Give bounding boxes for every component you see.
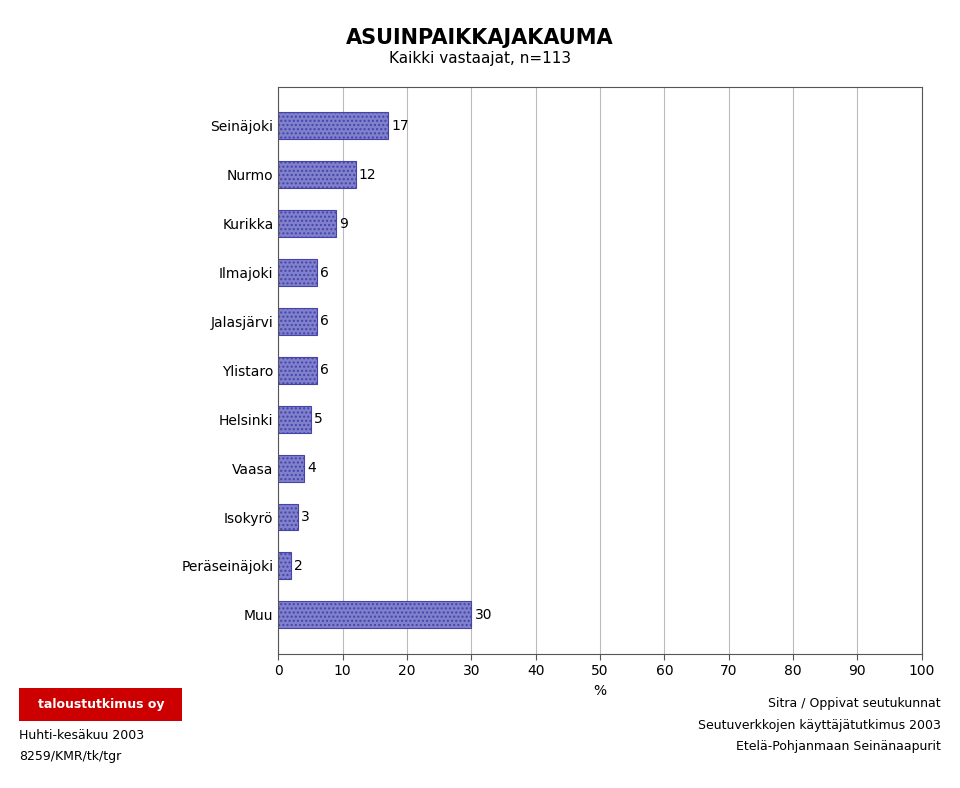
Text: Etelä-Pohjanmaan Seinänaapurit: Etelä-Pohjanmaan Seinänaapurit [736,740,941,753]
X-axis label: %: % [593,684,607,698]
Text: 12: 12 [359,168,376,182]
Bar [278,162,355,188]
Text: 30: 30 [474,608,492,622]
Bar [278,504,298,530]
Text: Huhti-kesäkuu 2003: Huhti-kesäkuu 2003 [19,729,144,742]
Text: 2: 2 [295,559,303,573]
Text: Sitra / Oppivat seutukunnat: Sitra / Oppivat seutukunnat [768,697,941,710]
Text: Seutuverkkojen käyttäjätutkimus 2003: Seutuverkkojen käyttäjätutkimus 2003 [698,719,941,731]
Bar [278,552,291,579]
Text: 8259/KMR/tk/tgr: 8259/KMR/tk/tgr [19,750,122,763]
Text: taloustutkimus oy: taloustutkimus oy [37,698,164,711]
Bar [278,259,317,286]
Bar [278,601,471,628]
Bar [278,210,336,237]
Bar [278,113,388,139]
Text: Kaikki vastaajat, n=113: Kaikki vastaajat, n=113 [389,51,571,66]
Text: 9: 9 [340,217,348,231]
Bar [278,455,304,481]
Text: 3: 3 [300,510,310,524]
Text: 6: 6 [321,314,329,329]
Text: ASUINPAIKKAJAKAUMA: ASUINPAIKKAJAKAUMA [347,28,613,47]
Text: 4: 4 [307,461,316,475]
Text: 6: 6 [321,363,329,377]
Text: 6: 6 [321,266,329,280]
Text: 17: 17 [391,119,409,133]
Bar [278,406,310,433]
Bar [278,357,317,384]
Bar [278,308,317,335]
Text: 5: 5 [314,412,323,426]
